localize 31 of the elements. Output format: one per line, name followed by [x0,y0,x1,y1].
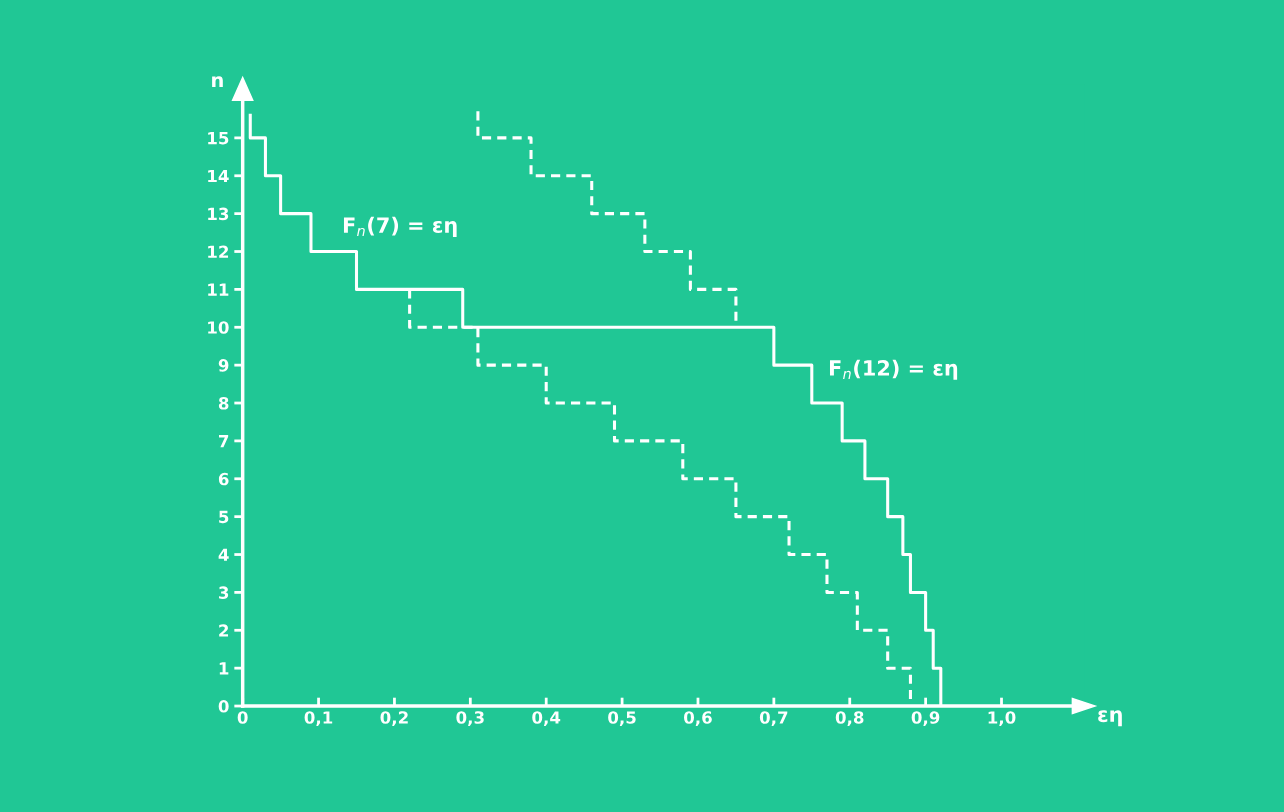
y-tick-label: 14 [208,169,229,183]
x-tick-label: 0,5 [608,711,636,726]
x-tick-label: 0,3 [456,711,484,726]
y-tick-label: 11 [208,283,229,296]
y-tick-label: 1 [219,662,229,675]
x-tick-label: 0,6 [684,711,712,726]
x-tick-label: 0,4 [532,711,561,726]
x-tick-label: 0,8 [835,711,864,726]
y-tick-label: 2 [219,624,229,637]
x-tick-label: 1,0 [988,711,1016,726]
x-axis-title: εη [1098,710,1122,727]
y-tick-label: 9 [218,359,229,372]
y-tick-label: 6 [218,472,229,486]
x-tick-label: 0,9 [911,711,940,726]
y-axis-title: n [212,76,223,88]
y-tick-label: 8 [218,396,229,410]
y-tick-label: 10 [208,321,229,334]
y-tick-label: 4 [218,548,229,561]
x-tick-label: 0,7 [759,711,788,726]
y-tick-label: 0 [218,700,229,713]
y-tick-label: 7 [219,435,229,448]
y-tick-label: 5 [219,510,229,524]
y-tick-label: 3 [219,586,229,599]
x-tick-label: 0,2 [380,711,408,726]
y-tick-label: 15 [208,132,229,145]
y-tick-label: 12 [208,245,229,258]
annotation: F$_{n}$(7) = εη [343,216,457,237]
annotation: F$_{n}$(12) = εη [829,359,958,380]
x-tick-label: 0,1 [304,711,333,726]
y-tick-label: 13 [208,207,229,221]
x-tick-label: 0 [237,711,248,724]
